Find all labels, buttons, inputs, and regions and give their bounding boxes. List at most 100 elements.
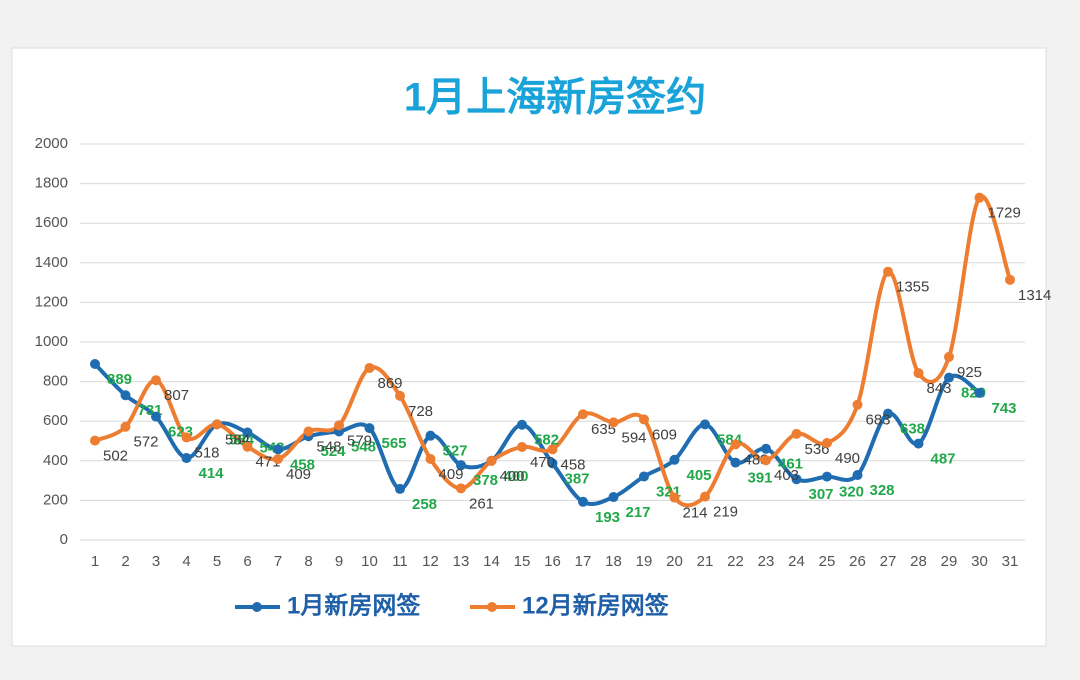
x-tick-label: 21 (697, 553, 714, 570)
point (517, 419, 527, 430)
x-tick-label: 30 (971, 553, 988, 570)
x-tick-label: 25 (819, 553, 836, 570)
data-label: 743 (992, 400, 1017, 417)
point (974, 192, 985, 203)
point (395, 483, 405, 494)
data-label: 807 (164, 387, 189, 404)
point (242, 441, 253, 452)
point (425, 430, 436, 441)
y-tick-label: 600 (43, 412, 68, 429)
data-label: 378 (473, 472, 498, 489)
data-label: 219 (713, 504, 738, 521)
data-label: 261 (469, 495, 494, 512)
data-label: 458 (561, 456, 586, 473)
data-label: 405 (687, 467, 712, 484)
point (151, 375, 161, 386)
point (120, 390, 131, 401)
data-label: 409 (439, 466, 464, 483)
x-tick-label: 17 (575, 553, 592, 570)
data-label: 524 (321, 443, 347, 460)
point (974, 387, 985, 398)
point (151, 411, 161, 422)
point (944, 372, 954, 383)
point (90, 358, 100, 369)
point (273, 444, 283, 455)
data-label: 889 (107, 371, 132, 388)
data-label: 403 (774, 467, 799, 484)
point (852, 399, 863, 410)
point (883, 408, 893, 419)
point (730, 457, 741, 468)
y-tick-label: 0 (60, 531, 68, 548)
point (608, 417, 619, 428)
point (822, 471, 832, 482)
data-label: 320 (839, 484, 864, 501)
point (822, 437, 832, 448)
x-tick-label: 26 (849, 553, 866, 570)
data-label: 1355 (896, 279, 929, 296)
point (456, 483, 466, 494)
point (791, 428, 802, 439)
point (913, 438, 924, 449)
data-label: 572 (134, 434, 159, 451)
y-tick-label: 1200 (35, 293, 68, 310)
data-label: 461 (778, 456, 803, 473)
point (334, 420, 344, 431)
point (578, 409, 588, 420)
data-label: 579 (347, 432, 372, 449)
x-tick-label: 8 (304, 553, 312, 570)
x-tick-label: 9 (335, 553, 343, 570)
point (852, 470, 863, 481)
legend-label: 1月新房网签 (287, 591, 421, 619)
data-label: 400 (500, 468, 525, 485)
y-tick-label: 2000 (35, 135, 68, 152)
data-label: 843 (927, 380, 952, 397)
point (608, 492, 619, 503)
data-label: 548 (317, 438, 342, 455)
point (883, 266, 893, 277)
x-tick-label: 23 (758, 553, 775, 570)
chart-card (11, 47, 1047, 647)
data-label: 470 (530, 454, 555, 471)
point (761, 455, 771, 466)
point (761, 443, 771, 454)
x-tick-label: 14 (483, 553, 500, 570)
x-tick-label: 27 (880, 553, 897, 570)
data-label: 400 (504, 468, 529, 485)
y-tick-label: 1800 (35, 175, 68, 192)
point (486, 455, 497, 466)
x-tick-label: 5 (213, 553, 221, 570)
y-tick-label: 400 (43, 452, 68, 469)
point (181, 432, 192, 443)
data-label: 869 (378, 375, 403, 392)
point (1005, 274, 1015, 285)
data-label: 258 (412, 496, 437, 513)
point (791, 474, 802, 485)
chart-title: 1月上海新房签约 (404, 76, 706, 120)
data-label: 1314 (1018, 287, 1051, 304)
point (303, 426, 314, 437)
x-tick-label: 1 (91, 553, 99, 570)
data-label: 487 (931, 451, 956, 468)
data-label: 217 (626, 504, 651, 521)
x-tick-label: 31 (1002, 553, 1019, 570)
y-tick-label: 800 (43, 373, 68, 390)
data-label: 565 (382, 435, 407, 452)
y-tick-label: 1600 (35, 214, 68, 231)
point (639, 414, 649, 425)
point (120, 421, 131, 432)
point (517, 441, 527, 452)
y-tick-label: 1000 (35, 333, 68, 350)
data-label: 490 (835, 450, 860, 467)
legend-marker (252, 602, 262, 612)
data-label: 409 (286, 466, 311, 483)
point (181, 453, 192, 464)
y-tick-label: 1400 (35, 254, 68, 271)
x-tick-label: 20 (666, 553, 683, 570)
x-tick-label: 22 (727, 553, 744, 570)
x-tick-label: 15 (514, 553, 531, 570)
point (90, 435, 100, 446)
point (669, 454, 680, 465)
x-tick-label: 10 (361, 553, 378, 570)
x-tick-label: 7 (274, 553, 282, 570)
